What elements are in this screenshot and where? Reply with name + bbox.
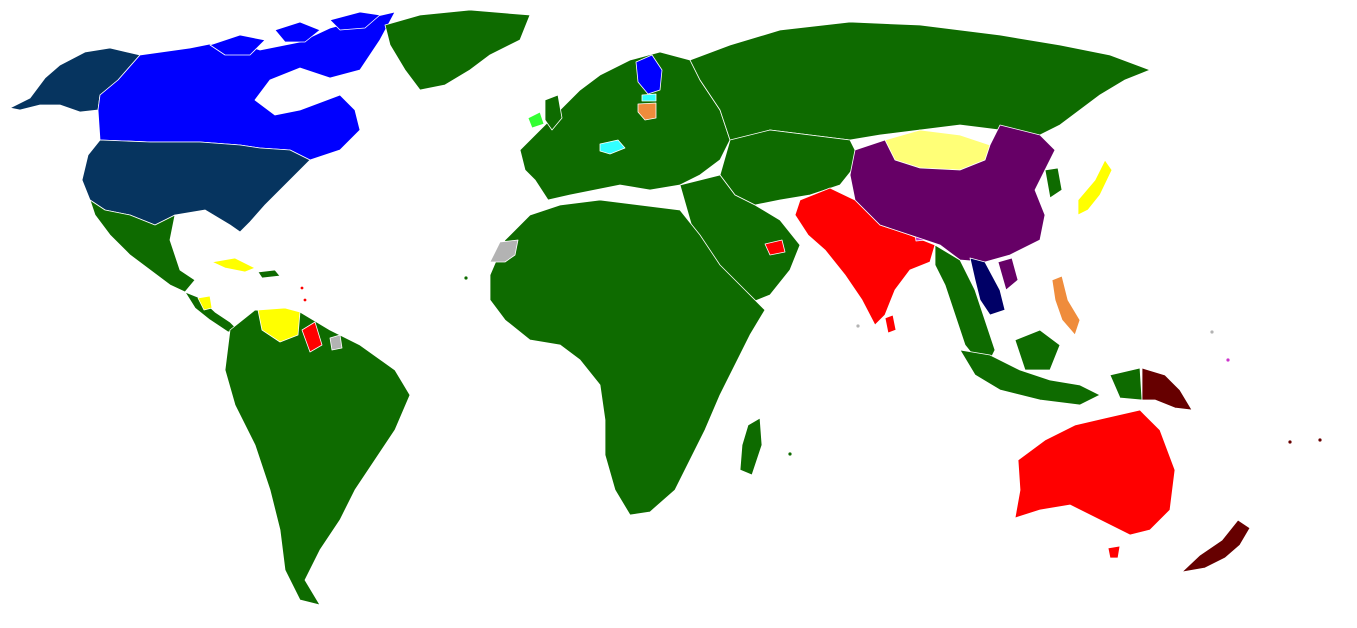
- region-new-zealand: [1181, 519, 1251, 573]
- region-caribbean: [257, 269, 281, 279]
- region-small-island: [1225, 357, 1231, 363]
- region-small-island: [299, 285, 305, 291]
- region-uk: [544, 94, 563, 131]
- region-borneo: [1014, 329, 1061, 371]
- region-french-guiana: [329, 334, 343, 351]
- region-south-america: [224, 309, 411, 606]
- region-small-island: [855, 323, 861, 329]
- region-uae: [764, 239, 786, 256]
- region-china: [849, 124, 1056, 263]
- region-small-island: [302, 297, 308, 303]
- region-nicaragua: [197, 295, 213, 311]
- region-estonia: [641, 93, 657, 102]
- region-lithuania: [637, 102, 657, 121]
- region-cuba: [211, 257, 256, 273]
- region-europe: [519, 51, 731, 201]
- region-small-island: [787, 451, 793, 457]
- region-indonesia: [959, 349, 1101, 406]
- region-guyana: [301, 321, 323, 353]
- region-greenland: [384, 9, 531, 91]
- region-small-island: [1317, 437, 1323, 443]
- region-africa: [489, 199, 766, 516]
- region-ireland: [527, 111, 545, 129]
- region-canada-arctic: [209, 11, 381, 56]
- region-laos-cambodia: [969, 257, 1006, 316]
- region-mexico: [89, 199, 196, 293]
- region-korea: [1044, 167, 1063, 199]
- region-hungary: [599, 139, 626, 155]
- region-australia: [1014, 409, 1176, 536]
- region-finland: [635, 54, 663, 95]
- region-small-island: [1209, 329, 1215, 335]
- region-japan: [1077, 159, 1113, 216]
- region-sri-lanka: [884, 314, 897, 334]
- region-venezuela: [257, 307, 301, 343]
- region-western-sahara: [489, 239, 519, 263]
- region-papua-new-guinea: [1141, 367, 1193, 411]
- region-vietnam: [997, 257, 1019, 291]
- region-tasmania: [1107, 545, 1121, 559]
- region-small-island: [1287, 439, 1293, 445]
- region-small-island: [463, 275, 469, 281]
- region-philippines: [1051, 275, 1081, 336]
- region-madagascar: [739, 417, 763, 476]
